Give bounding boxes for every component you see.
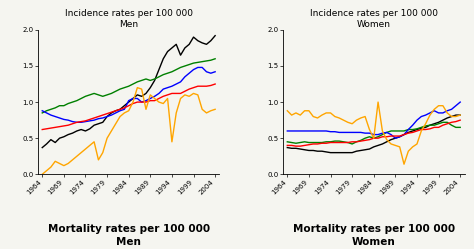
Title: Incidence rates per 100 000
Women: Incidence rates per 100 000 Women — [310, 9, 438, 29]
Text: Mortality rates per 100 000
Men: Mortality rates per 100 000 Men — [47, 224, 210, 247]
Text: Mortality rates per 100 000
Women: Mortality rates per 100 000 Women — [292, 224, 455, 247]
Title: Incidence rates per 100 000
Men: Incidence rates per 100 000 Men — [64, 9, 193, 29]
